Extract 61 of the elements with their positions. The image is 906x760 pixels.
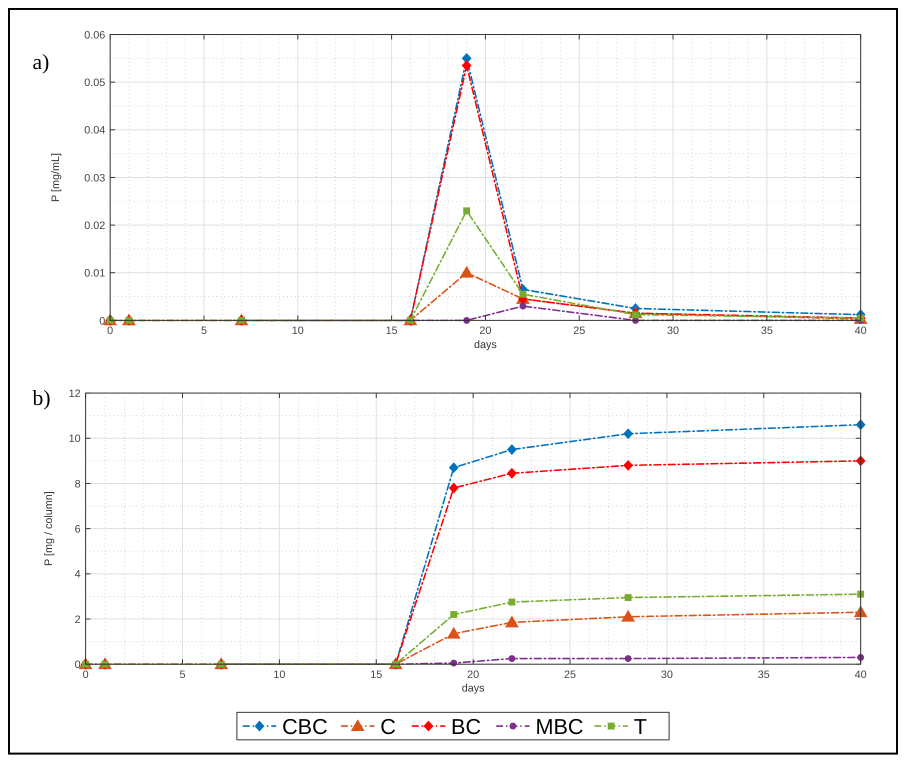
- y-tick-label: 2: [74, 614, 81, 626]
- x-tick-label: 20: [479, 325, 492, 338]
- x-tick-label: 25: [573, 325, 586, 338]
- point: [506, 468, 517, 479]
- y-tick-label: 0.02: [84, 220, 106, 232]
- x-tick-label: 10: [292, 325, 304, 338]
- point: [463, 207, 470, 214]
- point: [624, 594, 632, 601]
- point: [448, 482, 459, 494]
- point: [621, 610, 636, 622]
- point: [446, 626, 461, 639]
- y-tick-label: 0: [74, 659, 81, 672]
- point: [460, 266, 474, 278]
- point: [462, 60, 472, 71]
- y-tick-label: 0.01: [84, 268, 106, 280]
- point: [623, 428, 634, 440]
- x-axis-title: days: [462, 682, 486, 695]
- y-tick-label: 0.06: [84, 29, 106, 42]
- point: [450, 611, 458, 618]
- x-tick-label: 15: [370, 668, 382, 681]
- x-tick-label: 5: [179, 668, 186, 681]
- point: [624, 655, 632, 662]
- y-tick-label: 8: [74, 478, 81, 490]
- y-tick-label: 0: [99, 315, 106, 328]
- x-tick-label: 10: [273, 668, 286, 681]
- x-tick-label: 0: [107, 325, 114, 338]
- x-tick-label: 30: [660, 668, 673, 681]
- legend-label: T: [634, 714, 647, 739]
- point: [623, 460, 634, 471]
- x-tick-label: 20: [467, 668, 480, 681]
- point: [505, 616, 519, 628]
- x-tick-label: 40: [854, 668, 867, 681]
- x-tick-label: 15: [386, 325, 398, 338]
- legend-label: C: [380, 714, 396, 739]
- legend-label: BC: [451, 714, 482, 739]
- y-tick-label: 0.03: [84, 172, 106, 184]
- point: [506, 444, 517, 455]
- y-tick-label: 0.04: [84, 124, 106, 137]
- y-axis-title: P [mg/mL]: [50, 152, 62, 202]
- y-tick-label: 4: [74, 568, 81, 581]
- x-tick-label: 40: [854, 325, 867, 338]
- y-axis-title: P [mg / column]: [43, 491, 56, 566]
- legend-label: MBC: [536, 714, 584, 739]
- y-tick-label: 12: [68, 388, 81, 400]
- x-tick-label: 35: [758, 668, 770, 681]
- x-tick-label: 35: [760, 325, 773, 338]
- y-tick-label: 6: [74, 524, 81, 536]
- chart-title: b): [32, 386, 51, 410]
- legend-label: CBC: [282, 714, 328, 739]
- point: [508, 655, 516, 662]
- point: [508, 598, 516, 606]
- text: a): [32, 50, 50, 74]
- x-tick-label: 30: [667, 325, 680, 338]
- point: [520, 290, 526, 298]
- y-tick-label: 0.05: [84, 77, 106, 90]
- point: [520, 302, 526, 310]
- x-tick-label: 25: [564, 668, 576, 681]
- x-axis-title: days: [474, 338, 498, 351]
- point: [448, 462, 459, 474]
- y-tick-label: 10: [68, 433, 81, 446]
- x-tick-label: 5: [200, 325, 207, 338]
